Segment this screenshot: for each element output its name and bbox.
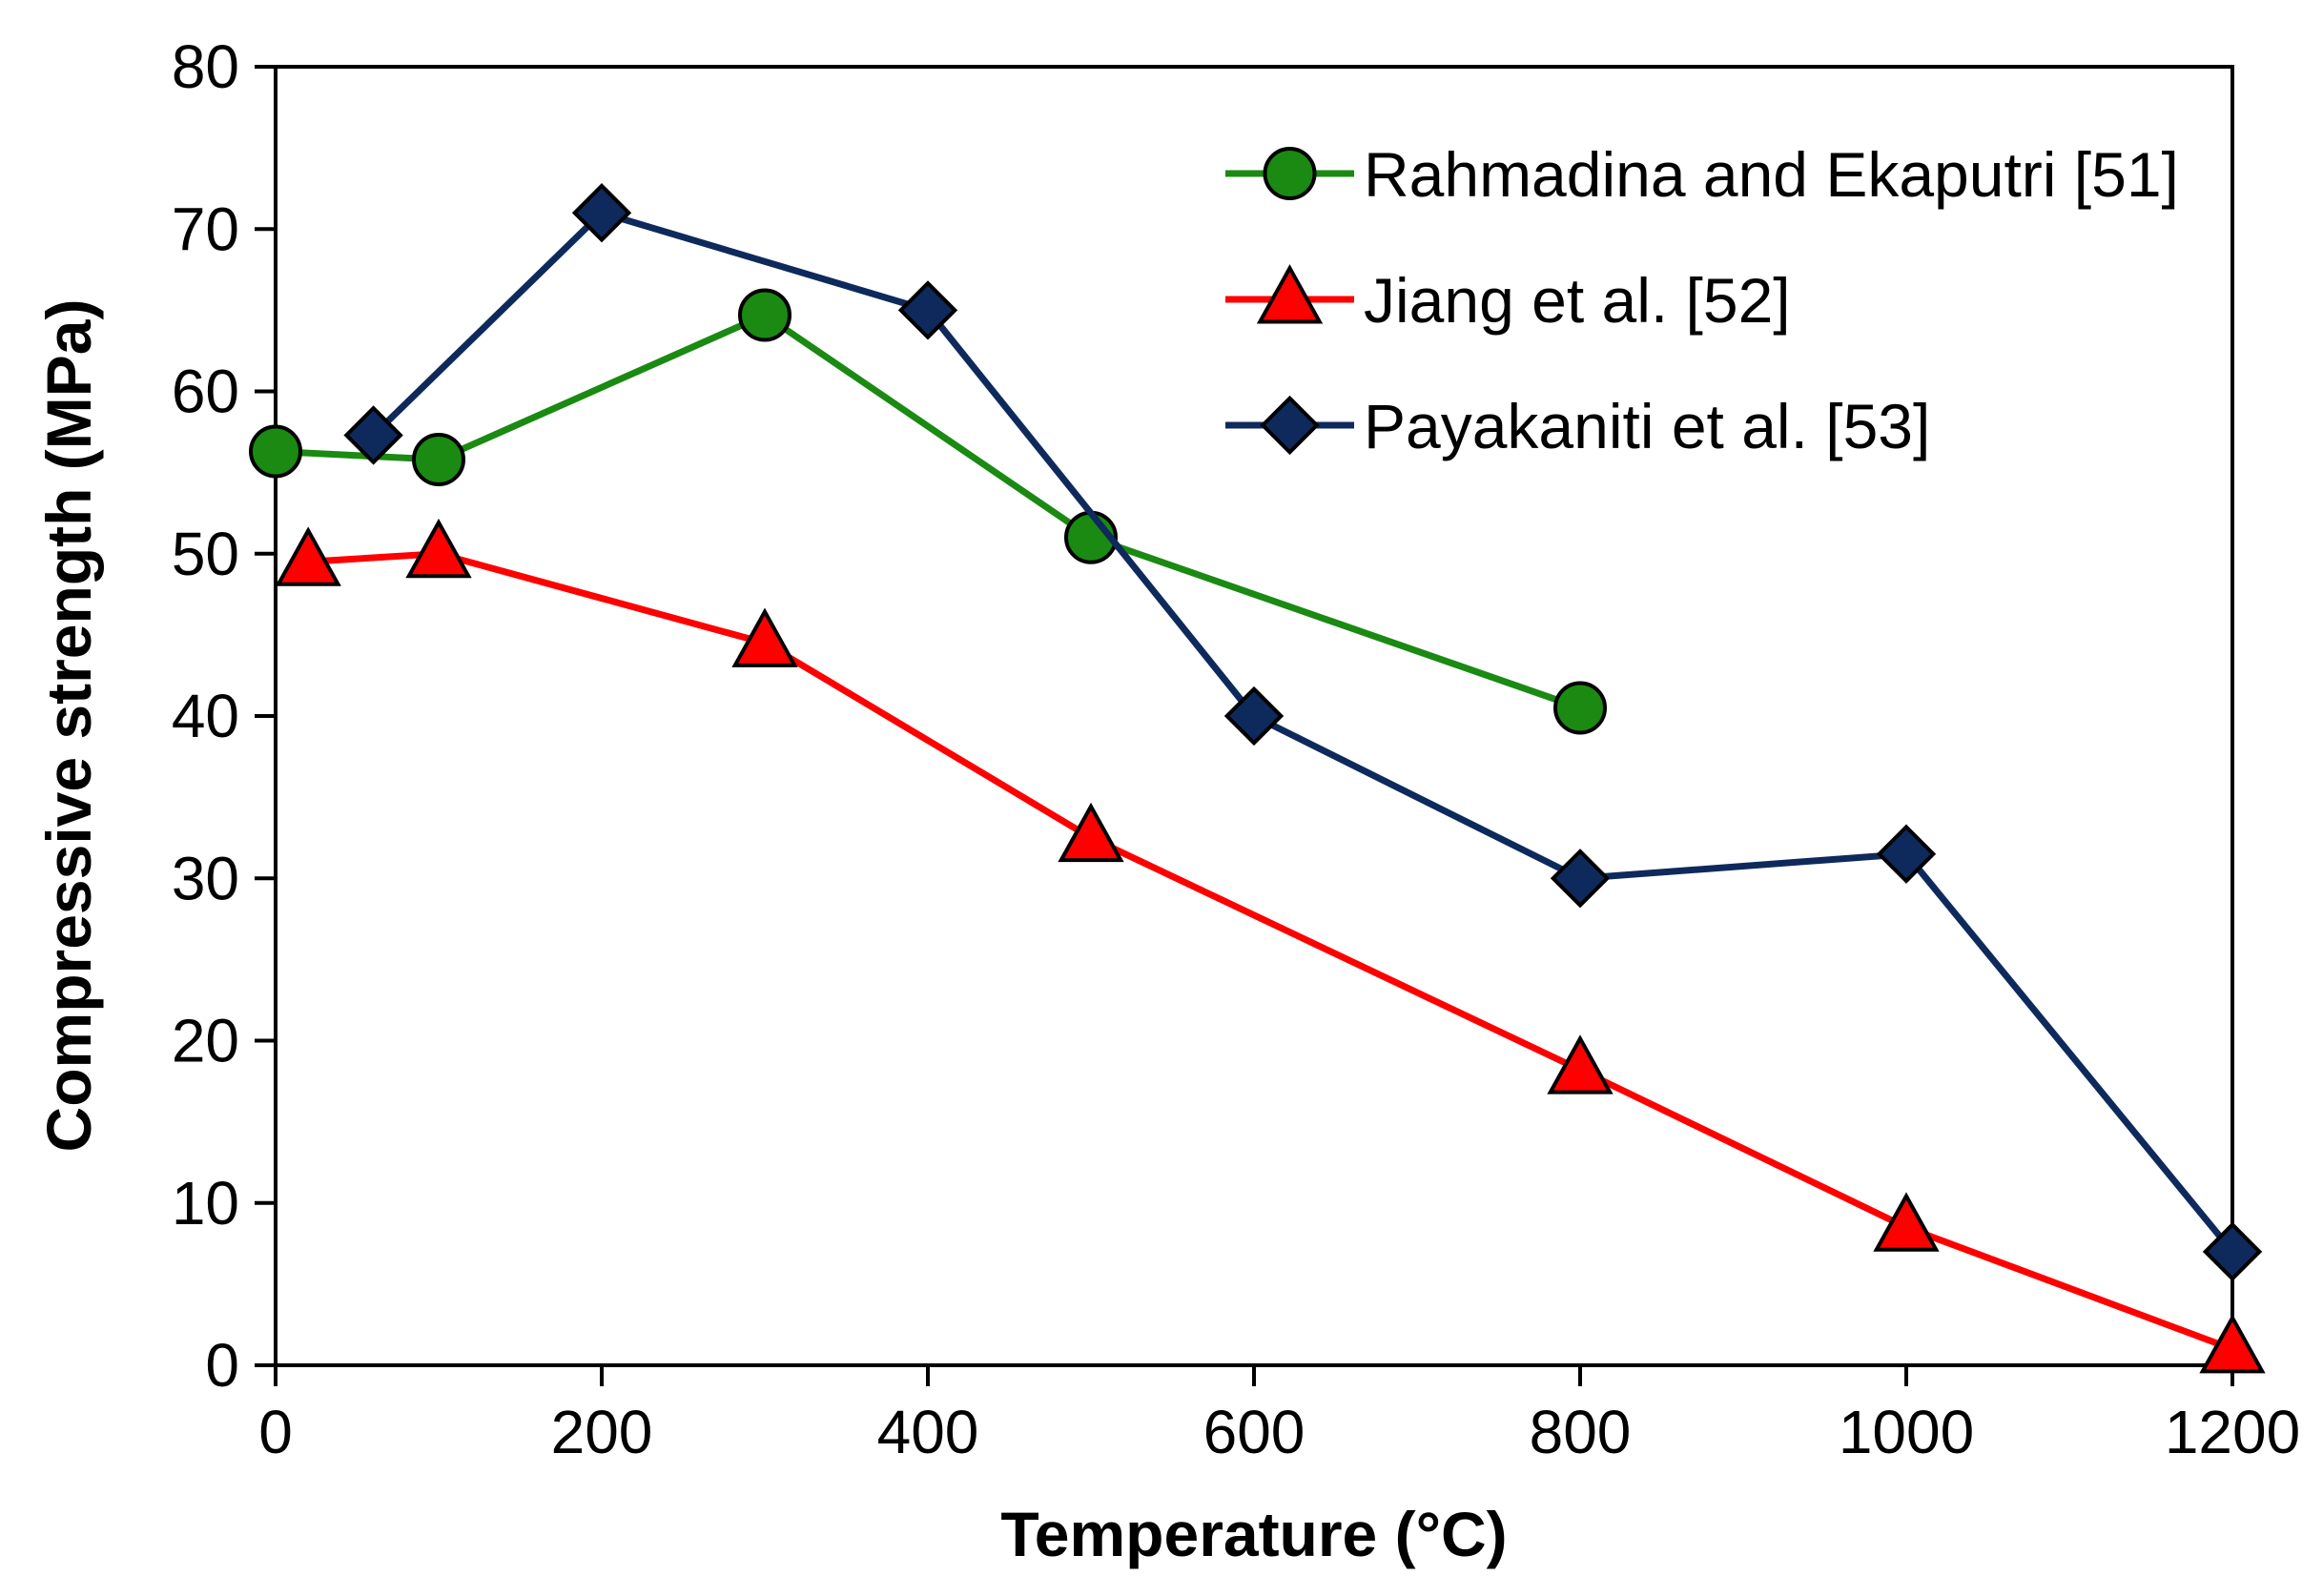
x-tick-label: 1000 [1839,1398,1974,1466]
data-point [343,405,403,465]
data-point [738,288,791,342]
data-point [2199,1314,2266,1374]
y-tick-label: 0 [205,1331,239,1400]
series-line [371,209,2235,1255]
y-tick-label: 20 [172,1007,239,1075]
data-point [405,518,472,579]
legend-label: Jiang et al. [52] [1364,265,1791,336]
data-point [1873,1192,1940,1252]
data-point [571,183,632,243]
legend-marker [1256,264,1324,324]
legend-marker [1263,147,1317,200]
data-point [412,433,465,487]
legend-item: Payakaniti et al. [53] [1225,391,1930,461]
series-line [307,550,2234,1353]
data-point [1876,824,1937,884]
data-point [1553,681,1607,735]
data-point [1058,802,1124,863]
y-tick-label: 70 [172,194,239,263]
data-point [897,280,958,340]
series-line [275,311,1582,711]
x-tick-label: 200 [551,1398,653,1466]
series-diamond [343,183,2263,1282]
x-tick-label: 600 [1203,1398,1305,1466]
legend-label: Payakaniti et al. [53] [1364,391,1930,461]
data-point [275,526,341,586]
y-tick-label: 10 [172,1169,239,1238]
y-axis-title: Compressive strength (MPa) [33,299,104,1153]
data-point [249,424,302,479]
y-tick-label: 30 [172,844,239,912]
data-point [1547,1034,1614,1095]
x-axis-title: Temperature (°C) [1000,1499,1507,1569]
y-axis: 0 10 20 30 40 50 60 70 80 [172,32,276,1400]
series-layer [249,183,2266,1374]
x-tick-label: 1200 [2165,1398,2300,1466]
y-tick-label: 80 [172,32,239,101]
data-point [1223,685,1285,747]
legend-marker [1260,395,1320,456]
legend-item: Rahmadina and Ekaputri [51] [1225,139,2179,210]
x-tick-label: 400 [877,1398,979,1466]
y-tick-label: 40 [172,682,239,750]
x-tick-label: 0 [258,1398,293,1466]
y-tick-label: 50 [172,520,239,588]
series-circle [249,288,1607,735]
legend-label: Rahmadina and Ekaputri [51] [1364,139,2179,210]
series-triangle [275,518,2266,1374]
legend: Rahmadina and Ekaputri [51] Jiang et al. … [1225,139,2179,461]
data-point [1550,849,1611,909]
legend-item: Jiang et al. [52] [1225,264,1791,336]
data-point [731,607,798,667]
x-axis: 0 200 400 600 800 1000 1200 [258,1365,2300,1466]
y-tick-label: 60 [172,358,239,426]
data-point [2202,1221,2263,1282]
x-tick-label: 800 [1530,1398,1632,1466]
